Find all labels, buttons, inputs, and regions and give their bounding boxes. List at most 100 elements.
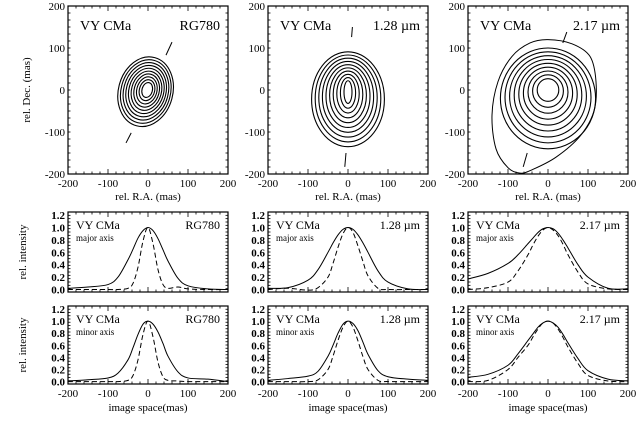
band-label: 1.28 µm	[380, 312, 421, 326]
y-tick-label: 1.2	[51, 304, 65, 316]
contour-line	[133, 73, 161, 108]
y-tick-label: 1.2	[51, 210, 65, 222]
profile-panel-minor-axis-1: 0.00.20.40.60.81.01.2 -200 -100 0 100 200 imag…	[17, 304, 237, 414]
object-label: VY CMa	[76, 218, 121, 232]
axis-label: major axis	[476, 233, 514, 243]
y-tick-label: 0.0	[251, 285, 265, 297]
y-tick-label: 0.8	[451, 235, 465, 247]
y-tick-label: 0.4	[451, 352, 465, 364]
y-tick-label: 100	[449, 43, 466, 55]
x-tick-label: 100	[380, 388, 397, 400]
y-tick-label: 0.8	[451, 328, 465, 340]
y-tick-label: 0.2	[51, 364, 65, 376]
x-axis-label: rel. R.A. (mas)	[515, 191, 581, 203]
y-tick-label: -200	[245, 169, 266, 181]
contour-line	[504, 51, 592, 144]
y-tick-label: 0.8	[51, 235, 65, 247]
contour-line	[141, 82, 154, 98]
x-tick-label: -100	[498, 178, 519, 190]
y-tick-label: 0	[260, 85, 266, 97]
contour-line	[318, 57, 378, 138]
y-tick-label: 0.6	[251, 340, 265, 352]
plot-frame	[267, 211, 429, 293]
plot-frame	[67, 211, 229, 293]
contour-line	[522, 66, 574, 120]
contour-line	[532, 74, 564, 108]
axis-label: minor axis	[276, 327, 315, 337]
profile-line-solid	[267, 226, 429, 291]
y-tick-label: 1.2	[451, 304, 465, 316]
y-tick-label: 0.0	[51, 377, 65, 389]
x-tick-label: -200	[458, 388, 479, 400]
y-tick-label: 1.2	[451, 210, 465, 222]
plot-frame	[467, 5, 629, 175]
y-tick-label: -100	[445, 127, 466, 139]
profile-line-solid	[67, 226, 229, 291]
contour-line	[119, 59, 172, 124]
plot-frame	[467, 305, 629, 385]
y-tick-label: 0.2	[451, 272, 465, 284]
x-axis-label: image space(mas)	[308, 402, 387, 414]
x-tick-label: 200	[620, 388, 637, 400]
y-tick-label: 0.0	[51, 285, 65, 297]
object-label: VY CMa	[80, 19, 132, 34]
axis-marker	[522, 152, 528, 167]
contour-line	[329, 67, 367, 124]
y-tick-label: 100	[249, 43, 266, 55]
y-tick-label: 1.0	[451, 223, 465, 235]
y-tick-label: 1.2	[251, 210, 265, 222]
contour-line	[321, 60, 375, 133]
x-tick-label: 0	[545, 388, 551, 400]
y-tick-label: 0.0	[251, 377, 265, 389]
axis-marker	[351, 26, 353, 38]
band-label: 2.17 µm	[573, 19, 620, 34]
object-label: VY CMa	[76, 312, 121, 326]
contour-line	[491, 39, 597, 174]
contour-line	[125, 64, 168, 118]
x-tick-label: -200	[58, 178, 79, 190]
x-axis-label: rel. R.A. (mas)	[315, 191, 381, 203]
y-tick-label: 0.2	[251, 364, 265, 376]
y-tick-label: 0.6	[51, 340, 65, 352]
x-tick-label: 200	[420, 178, 437, 190]
profile-line-dashed	[67, 227, 229, 291]
y-axis-label: rel. intensity	[17, 224, 29, 279]
profile-line-dashed	[267, 320, 428, 383]
y-tick-label: 0.4	[251, 260, 265, 272]
x-axis-label: rel. R.A. (mas)	[115, 191, 181, 203]
y-tick-label: 0.0	[451, 285, 465, 297]
object-label: VY CMa	[276, 218, 321, 232]
contour-line	[336, 73, 360, 114]
plot-frame	[67, 5, 229, 175]
y-tick-label: 0.8	[251, 235, 265, 247]
y-tick-label: 0.6	[251, 247, 265, 259]
y-tick-label: 1.0	[51, 223, 65, 235]
contour-line	[536, 78, 560, 102]
contour-line	[513, 58, 583, 132]
x-tick-label: 100	[580, 388, 597, 400]
y-tick-label: 0.8	[51, 328, 65, 340]
contour-line	[343, 80, 353, 104]
band-label: 2.17 µm	[580, 218, 621, 232]
x-tick-label: -200	[458, 178, 479, 190]
band-label: RG780	[185, 218, 220, 232]
x-tick-label: 200	[220, 388, 237, 400]
y-tick-label: 1.0	[251, 316, 265, 328]
plot-frame	[267, 305, 429, 385]
band-label: 2.17 µm	[580, 312, 621, 326]
contour-line	[314, 54, 382, 143]
y-tick-label: 0.8	[251, 328, 265, 340]
x-tick-label: 0	[145, 178, 151, 190]
y-tick-label: 0.0	[451, 377, 465, 389]
y-axis-label: rel. Dec. (mas)	[21, 57, 33, 123]
y-tick-label: 0.4	[451, 260, 465, 272]
axis-label: minor axis	[476, 327, 515, 337]
y-tick-label: 100	[49, 43, 66, 55]
x-tick-label: 0	[545, 178, 551, 190]
y-tick-label: 1.0	[251, 223, 265, 235]
x-tick-label: -200	[258, 388, 279, 400]
contour-line	[332, 70, 364, 119]
x-axis-label: image space(mas)	[108, 402, 187, 414]
